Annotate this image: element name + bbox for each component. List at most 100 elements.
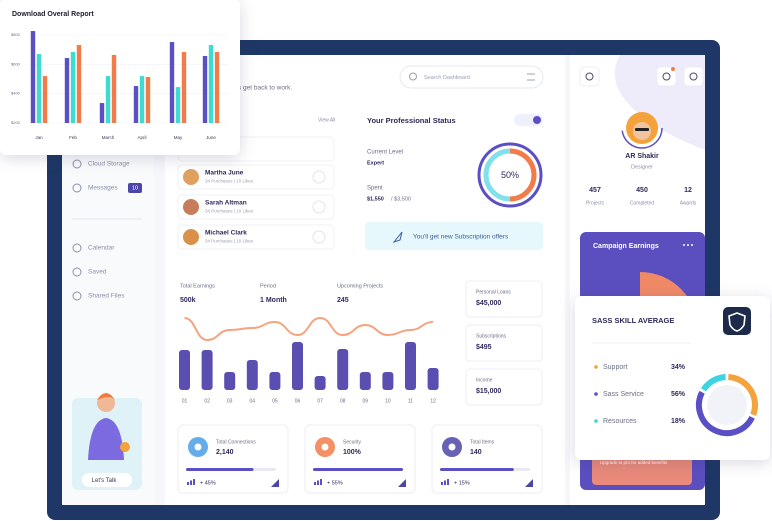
sidebar-item[interactable]: Calendar: [88, 245, 115, 252]
summary-icon-glyph: [321, 443, 329, 451]
campaign-title: Campaign Earnings: [593, 243, 659, 250]
profile-stat-value: 457: [589, 187, 601, 194]
earnings-stat-label: Upcoming Projects: [337, 283, 383, 289]
bar: [30, 31, 36, 123]
x-tick-label: 10: [385, 398, 391, 404]
finance-card: [465, 324, 543, 362]
earnings-stat-value: 245: [337, 297, 349, 304]
earnings-stat-value: 1 Month: [260, 297, 287, 304]
status-ring-rest: [483, 148, 511, 202]
campaign-upgrade[interactable]: [592, 455, 692, 485]
y-tick-label: $200: [11, 120, 21, 125]
summary-mini-bar: [317, 480, 319, 485]
skill-label: Sass Service: [603, 391, 644, 398]
status-percent: 50%: [501, 170, 519, 180]
summary-label: Security: [343, 439, 362, 445]
talk-button-label[interactable]: Let's Talk: [92, 478, 118, 484]
bar: [76, 44, 82, 124]
right-panel-blob: [614, 55, 705, 150]
header-icon: [585, 72, 594, 81]
status-ring-outer: [477, 142, 543, 208]
contact-card[interactable]: [177, 164, 335, 190]
summary-mini-bar: [193, 479, 195, 485]
profile-stat-label: Awards: [680, 200, 697, 206]
bar: [64, 58, 70, 123]
campaign-menu-dot: [683, 244, 685, 246]
skill-label: Resources: [603, 418, 637, 425]
bar: [208, 44, 214, 124]
finance-value: $45,000: [476, 300, 501, 307]
header-icon-button[interactable]: [579, 66, 600, 87]
sidebar-item[interactable]: Shared Files: [88, 293, 125, 300]
bar: [314, 376, 326, 390]
x-tick-label: 02: [204, 398, 210, 404]
bar: [133, 86, 139, 123]
profile-ring: [621, 107, 663, 149]
y-tick-label: $400: [11, 91, 21, 96]
skill-value: 18%: [671, 418, 686, 425]
summary-label: Total Connections: [216, 439, 256, 445]
talk-button[interactable]: [82, 473, 132, 487]
bar: [427, 368, 439, 390]
search-placeholder[interactable]: Search Dashboard: [424, 75, 470, 81]
bar: [292, 342, 303, 390]
sidebar-item[interactable]: Cloud Storage: [88, 161, 130, 168]
bar: [105, 76, 111, 123]
profile-stat-value: 12: [684, 187, 692, 194]
skill-badge: [723, 307, 751, 335]
x-tick-label: May: [174, 135, 183, 140]
sidebar-icon: [72, 291, 82, 301]
summary-mini-bar: [314, 482, 316, 485]
summary-mini-bar: [187, 482, 189, 485]
header-icon: [662, 72, 671, 81]
skill-donut-segment: [695, 390, 755, 437]
contact-name: Michael Clark: [205, 230, 247, 237]
search-icon: [409, 72, 417, 81]
skill-value: 56%: [671, 391, 686, 398]
finance-label: Subscriptions: [476, 333, 507, 339]
contact-avatar: [183, 199, 199, 215]
skill-donut-segment: [728, 374, 758, 416]
contact-action: [312, 230, 326, 244]
talk-head: [97, 394, 115, 412]
summary-progress-fill: [313, 468, 403, 471]
profile-role: Designer: [631, 164, 653, 170]
filter-icon: [527, 73, 535, 81]
summary-value: 140: [470, 449, 482, 456]
earnings-stat-label: Total Earnings: [180, 283, 215, 289]
contact-avatar: [183, 169, 199, 185]
campaign-menu-dot: [691, 244, 693, 246]
bar: [214, 52, 220, 123]
bar: [359, 372, 371, 390]
talk-body: [88, 418, 124, 460]
summary-corner: [398, 479, 406, 487]
bar: [201, 350, 213, 390]
finance-value: $15,000: [476, 388, 501, 395]
summary-progress-fill: [186, 468, 254, 471]
bar: [224, 372, 236, 390]
sidebar-icon: [72, 159, 82, 169]
contact-detail: 34 Purchases | 10 Likes: [205, 239, 254, 244]
contact-card[interactable]: [177, 224, 335, 250]
earnings-stat-value: 500k: [180, 297, 196, 304]
summary-mini-bar: [444, 480, 446, 485]
status-center: [492, 157, 528, 193]
header-icon-button[interactable]: [683, 66, 704, 87]
x-tick-label: 11: [408, 398, 413, 404]
bar: [179, 350, 190, 390]
sidebar-item[interactable]: Messages: [88, 185, 118, 192]
sidebar-item[interactable]: Saved: [88, 269, 107, 276]
view-all-link[interactable]: View All: [318, 117, 335, 123]
x-tick-label: 01: [182, 398, 188, 404]
offer-banner[interactable]: [365, 222, 543, 250]
header-icon-button[interactable]: [656, 66, 677, 87]
campaign-menu-dot: [687, 244, 689, 246]
contact-card[interactable]: [177, 194, 335, 220]
summary-mini-bar: [320, 479, 322, 485]
finance-card: [465, 280, 543, 318]
profile-stat-value: 450: [636, 187, 648, 194]
bar: [139, 76, 145, 123]
search-bar[interactable]: [399, 65, 544, 89]
summary-icon-glyph: [194, 443, 202, 451]
